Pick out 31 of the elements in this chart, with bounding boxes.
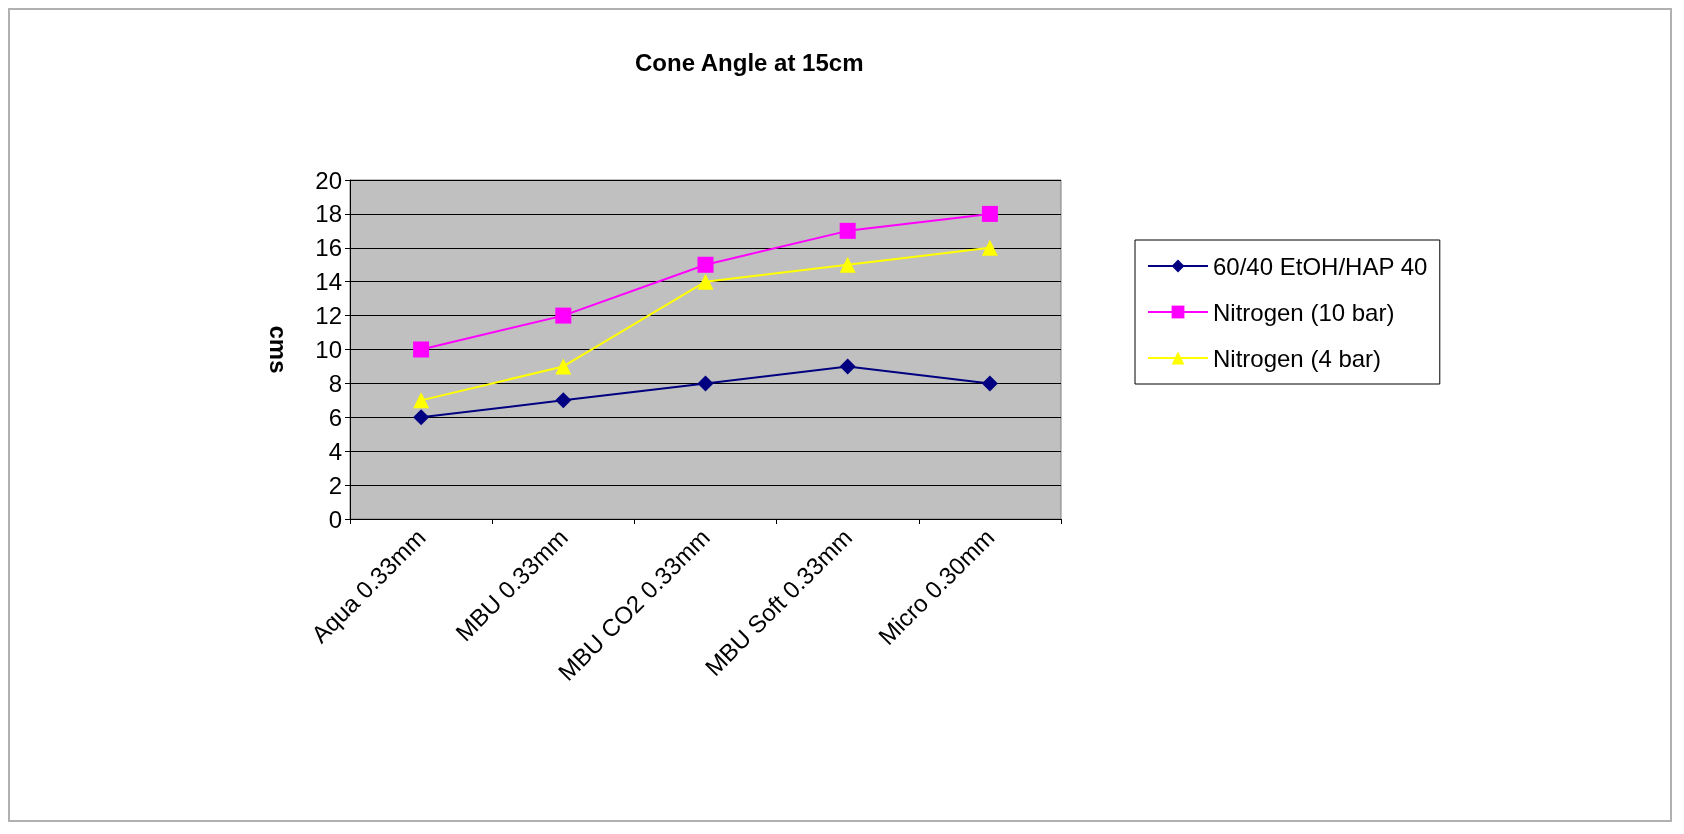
y-tick-label: 8 (328, 369, 342, 397)
y-tick-label: 20 (315, 166, 342, 194)
point (413, 392, 430, 409)
point (555, 307, 572, 324)
point (981, 239, 998, 256)
legend-label: Nitrogen (4 bar) (1213, 344, 1382, 372)
point (981, 375, 998, 392)
point (697, 375, 714, 392)
chart-title: Cone Angle at 15cm (635, 48, 864, 76)
y-tick-label: 14 (315, 268, 342, 296)
y-tick-label: 4 (328, 437, 342, 465)
y-tick-label: 10 (315, 336, 342, 363)
point (413, 409, 430, 426)
y-tick-label: 16 (315, 234, 342, 262)
point (413, 341, 430, 358)
point (839, 358, 856, 375)
y-tick-label: 12 (315, 302, 342, 330)
point (697, 256, 714, 273)
legend-label: 60/40 EtOH/HAP 40 (1213, 252, 1428, 280)
y-tick-label: 6 (328, 403, 342, 431)
legend-label: Nitrogen (10 bar) (1213, 298, 1395, 326)
y-axis-title: cms (264, 325, 292, 374)
point (697, 273, 714, 290)
y-tick-label: 0 (328, 505, 342, 533)
y-tick-label: 18 (315, 200, 342, 228)
point (555, 392, 572, 409)
point (839, 222, 856, 239)
point (981, 205, 998, 222)
y-tick-label: 2 (328, 471, 342, 499)
point (555, 358, 572, 375)
point (839, 256, 856, 273)
